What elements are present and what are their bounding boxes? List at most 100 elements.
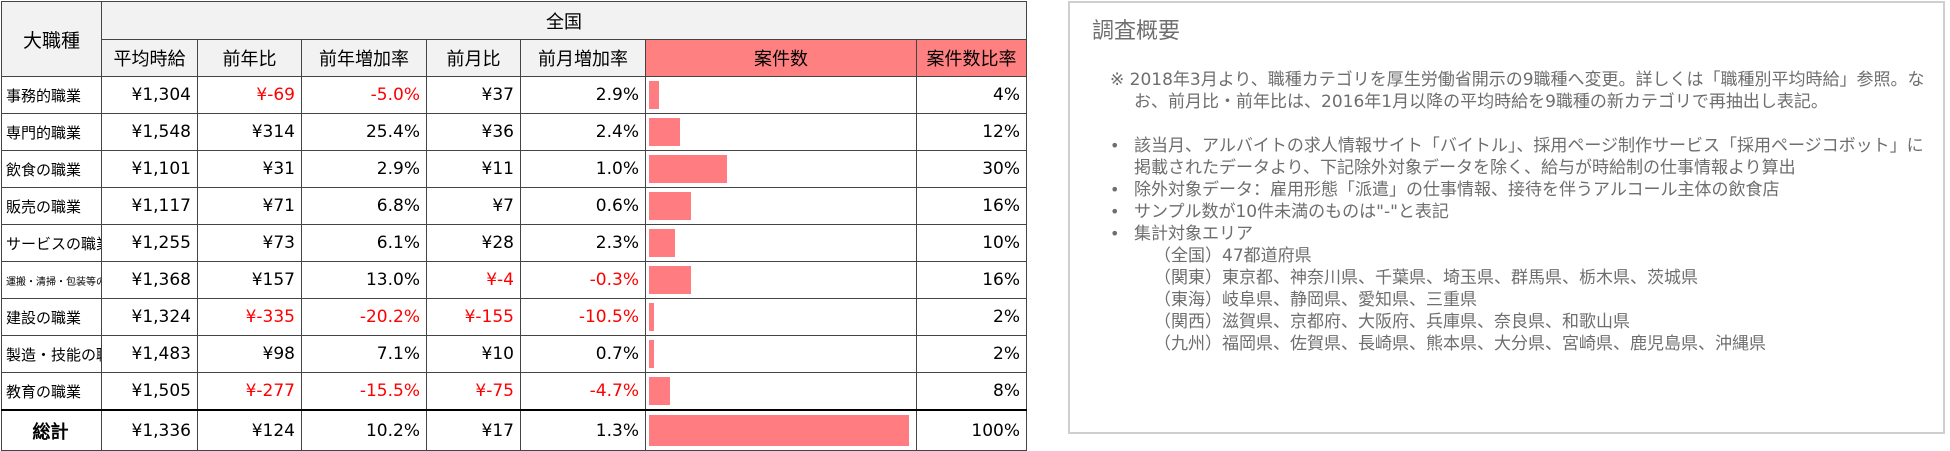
yoy-rate-cell: 10.2% xyxy=(301,409,427,451)
area-item: （関東）東京都、神奈川県、千葉県、埼玉県、群馬県、栃木県、茨城県 xyxy=(1154,268,1698,288)
mom-rate-cell: 0.6% xyxy=(520,187,646,225)
mom-rate-cell: 1.0% xyxy=(520,150,646,188)
avg-wage-cell: ¥1,117 xyxy=(101,187,198,225)
avg-wage-cell: ¥1,548 xyxy=(101,113,198,151)
jobs-share-bar xyxy=(649,303,654,331)
col-header-yoy-rate: 前年増加率 xyxy=(301,39,427,77)
yoy-cell: ¥-69 xyxy=(197,76,302,114)
yoy-cell: ¥-335 xyxy=(197,298,302,336)
header-row-region: 大職種 全国 xyxy=(1,1,1027,77)
mom-cell: ¥-4 xyxy=(426,261,521,299)
table-row: 事務的職業 ¥1,304 ¥-69 -5.0% ¥37 2.9% 4% xyxy=(1,76,1027,114)
bullet-list: • 該当月、アルバイトの求人情報サイト「バイトル」、採用ページ制作サービス「採用ペ… xyxy=(1110,135,1930,355)
jobs-share-bar xyxy=(649,81,659,109)
panel-title: 調査概要 xyxy=(1092,19,1181,44)
yoy-rate-cell: 13.0% xyxy=(301,261,427,299)
mom-rate-cell: 2.9% xyxy=(520,76,646,114)
avg-wage-cell: ¥1,304 xyxy=(101,76,198,114)
yoy-cell: ¥157 xyxy=(197,261,302,299)
mom-rate-cell: 0.7% xyxy=(520,335,646,373)
ratio-cell: 16% xyxy=(916,261,1027,299)
header-row-columns: 平均時給 前年比 前年増加率 前月比 前月増加率 案件数 案件数比率 xyxy=(2,39,1027,77)
corner-label: 大職種 xyxy=(1,1,102,77)
yoy-rate-cell: 25.4% xyxy=(301,113,427,151)
jobs-share-bar xyxy=(649,192,691,220)
category-cell: 事務的職業 xyxy=(1,76,102,114)
mom-rate-cell: -0.3% xyxy=(520,261,646,299)
yoy-cell: ¥73 xyxy=(197,224,302,262)
mom-cell: ¥-75 xyxy=(426,372,521,411)
jobs-bar-cell xyxy=(645,224,917,262)
yoy-rate-cell: 7.1% xyxy=(301,335,427,373)
mom-rate-cell: 1.3% xyxy=(520,409,646,451)
mom-rate-cell: -10.5% xyxy=(520,298,646,336)
table-row: 建設の職業 ¥1,324 ¥-335 -20.2% ¥-155 -10.5% 2% xyxy=(1,298,1027,336)
bullet-item: • 集計対象エリア xyxy=(1110,223,1930,245)
yoy-rate-cell: 2.9% xyxy=(301,150,427,188)
ratio-cell: 30% xyxy=(916,150,1027,188)
yoy-cell: ¥31 xyxy=(197,150,302,188)
col-header-yoy: 前年比 xyxy=(197,39,302,77)
area-item: （関西）滋賀県、京都府、大阪府、兵庫県、奈良県、和歌山県 xyxy=(1154,312,1630,332)
bullet-text: 該当月、アルバイトの求人情報サイト「バイトル」、採用ページ制作サービス「採用ペー… xyxy=(1134,136,1924,178)
mom-cell: ¥10 xyxy=(426,335,521,373)
col-header-mom: 前月比 xyxy=(426,39,521,77)
wage-table: 大職種 全国 平均時給 前年比 前年増加率 前月比 前月増加率 案件数 案件数比… xyxy=(1,1,1027,451)
table-row: 飲食の職業 ¥1,101 ¥31 2.9% ¥11 1.0% 30% xyxy=(1,150,1027,188)
yoy-cell: ¥71 xyxy=(197,187,302,225)
category-cell: 総計 xyxy=(1,409,102,451)
total-row: 総計 ¥1,336 ¥124 10.2% ¥17 1.3% 100% xyxy=(1,409,1027,451)
bullet-dot-icon: • xyxy=(1110,136,1120,155)
ratio-cell: 10% xyxy=(916,224,1027,262)
bullet-item: • サンプル数が10件未満のものは"-"と表記 xyxy=(1110,201,1930,223)
yoy-rate-cell: 6.1% xyxy=(301,224,427,262)
jobs-bar-cell xyxy=(645,150,917,188)
ratio-cell: 8% xyxy=(916,372,1027,411)
table-row: サービスの職業 ¥1,255 ¥73 6.1% ¥28 2.3% 10% xyxy=(1,224,1027,262)
area-item: （全国）47都道府県 xyxy=(1154,246,1312,266)
jobs-share-bar xyxy=(649,340,654,368)
area-item: （九州）福岡県、佐賀県、長崎県、熊本県、大分県、宮崎県、鹿児島県、沖縄県 xyxy=(1154,334,1766,354)
mom-cell: ¥28 xyxy=(426,224,521,262)
mom-cell: ¥7 xyxy=(426,187,521,225)
category-cell: 運搬・清掃・包装等の職業 xyxy=(1,261,102,299)
avg-wage-cell: ¥1,101 xyxy=(101,150,198,188)
bullet-item: • 除外対象データ：雇用形態「派遣」の仕事情報、接待を伴うアルコール主体の飲食店 xyxy=(1110,179,1930,201)
yoy-rate-cell: -20.2% xyxy=(301,298,427,336)
avg-wage-cell: ¥1,483 xyxy=(101,335,198,373)
jobs-share-bar xyxy=(649,266,691,294)
bullet-text: 除外対象データ：雇用形態「派遣」の仕事情報、接待を伴うアルコール主体の飲食店 xyxy=(1134,180,1780,200)
jobs-bar-cell xyxy=(645,76,917,114)
avg-wage-cell: ¥1,368 xyxy=(101,261,198,299)
bullet-text: 集計対象エリア xyxy=(1134,224,1253,244)
category-cell: 販売の職業 xyxy=(1,187,102,225)
area-item: （東海）岐阜県、静岡県、愛知県、三重県 xyxy=(1154,290,1477,310)
col-header-ratio: 案件数比率 xyxy=(916,39,1027,77)
col-header-jobs: 案件数 xyxy=(645,39,917,77)
mom-cell: ¥-155 xyxy=(426,298,521,336)
mom-rate-cell: 2.3% xyxy=(520,224,646,262)
category-cell: 教育の職業 xyxy=(1,372,102,411)
table-row: 専門的職業 ¥1,548 ¥314 25.4% ¥36 2.4% 12% xyxy=(1,113,1027,151)
yoy-cell: ¥314 xyxy=(197,113,302,151)
yoy-cell: ¥124 xyxy=(197,409,302,451)
ratio-cell: 12% xyxy=(916,113,1027,151)
yoy-rate-cell: -5.0% xyxy=(301,76,427,114)
mom-cell: ¥37 xyxy=(426,76,521,114)
jobs-share-bar xyxy=(649,229,675,257)
category-cell: サービスの職業 xyxy=(1,224,102,262)
mom-cell: ¥36 xyxy=(426,113,521,151)
bullet-dot-icon: • xyxy=(1110,180,1120,199)
jobs-bar-cell xyxy=(645,261,917,299)
avg-wage-cell: ¥1,255 xyxy=(101,224,198,262)
avg-wage-cell: ¥1,336 xyxy=(101,409,198,451)
notes-body: ※ 2018年3月より、職種カテゴリを厚生労働省開示の9職種へ変更。詳しくは「職… xyxy=(1110,69,1930,355)
yoy-rate-cell: 6.8% xyxy=(301,187,427,225)
jobs-share-bar xyxy=(649,415,909,446)
ratio-cell: 2% xyxy=(916,298,1027,336)
mom-cell: ¥11 xyxy=(426,150,521,188)
ratio-cell: 2% xyxy=(916,335,1027,373)
table-row: 販売の職業 ¥1,117 ¥71 6.8% ¥7 0.6% 16% xyxy=(1,187,1027,225)
ratio-cell: 4% xyxy=(916,76,1027,114)
